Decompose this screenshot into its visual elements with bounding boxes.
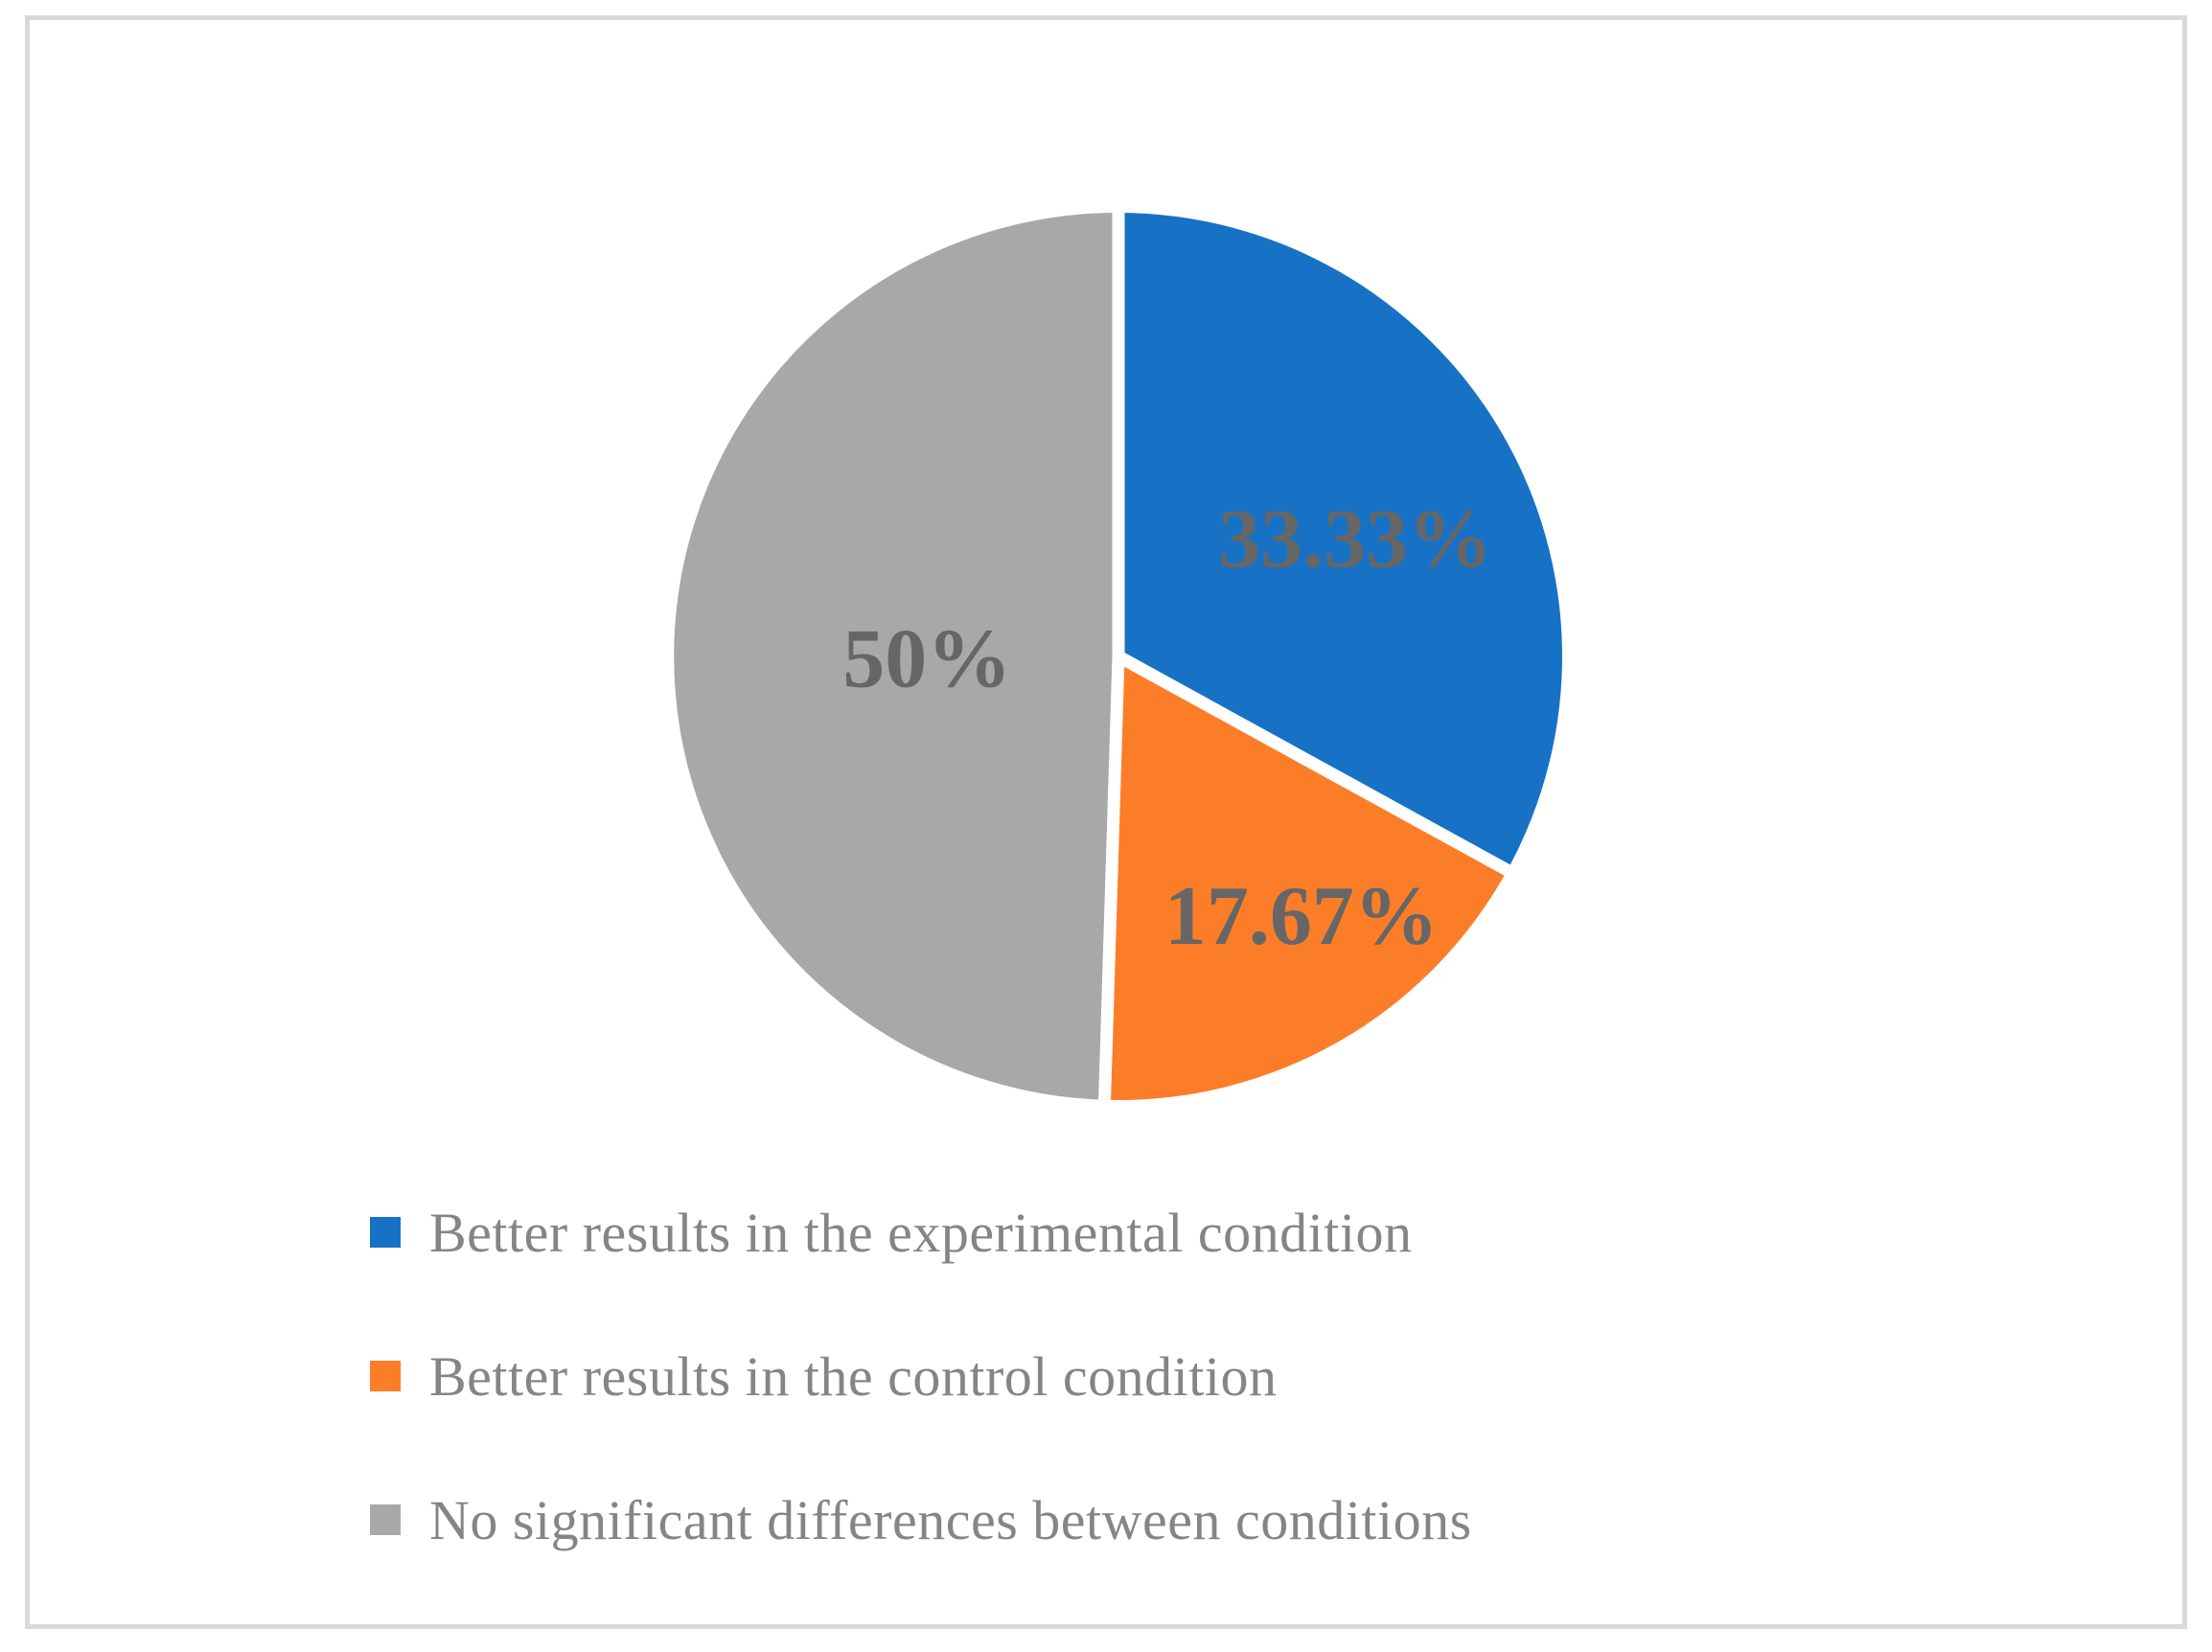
slice-separator: [1115, 651, 1510, 876]
legend-item-2: No significant differences between condi…: [370, 1485, 1472, 1554]
pie-slice-0: [1118, 213, 1562, 871]
legend-item-0: Better results in the experimental condi…: [370, 1198, 1472, 1267]
legend-label: Better results in the control condition: [429, 1344, 1278, 1408]
chart-legend: Better results in the experimental condi…: [370, 1198, 1472, 1629]
pie-data-label-1: 17.67%: [1164, 870, 1439, 963]
legend-swatch-icon: [370, 1504, 401, 1535]
pie-slice-2: [674, 212, 1118, 1100]
pie-slice-1: [1104, 656, 1508, 1101]
pie-data-label-0: 33.33%: [1218, 493, 1492, 585]
legend-swatch-icon: [370, 1361, 401, 1391]
slice-separator: [1098, 655, 1125, 1101]
figure-border: [25, 15, 2187, 1629]
legend-item-1: Better results in the control condition: [370, 1342, 1472, 1411]
legend-label: No significant differences between condi…: [429, 1488, 1472, 1551]
legend-swatch-icon: [370, 1217, 401, 1248]
pie-data-label-2: 50%: [842, 612, 1011, 705]
legend-label: Better results in the experimental condi…: [429, 1201, 1413, 1264]
